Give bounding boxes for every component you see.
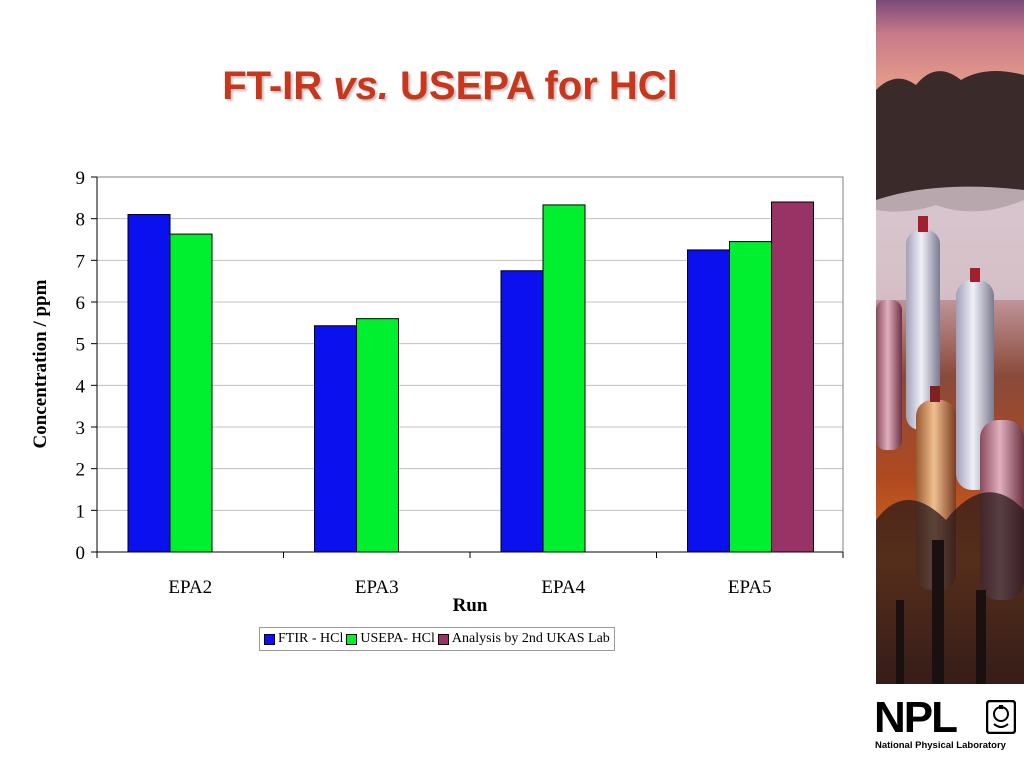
bar-epa2-series-0 (127, 214, 171, 553)
bar-chart: 0 1 2 3 4 5 6 7 8 9 EPA2 EPA3 EPA4 EPA5 Concentration… (30, 168, 844, 616)
legend-label-ftir: FTIR - HCl (278, 631, 344, 646)
title-vs: vs. (333, 64, 389, 108)
x-tick-label: EPA4 (541, 577, 585, 598)
chart-legend: FTIR - HCl USEPA- HCl Analysis by 2nd UK… (259, 627, 615, 651)
y-tick-label: 8 (76, 210, 86, 231)
legend-swatch-ftir (264, 633, 275, 645)
y-tick-label: 1 (76, 501, 86, 522)
title-rest: USEPA for HCl (388, 64, 678, 108)
legend-item-ukas: Analysis by 2nd UKAS Lab (437, 631, 610, 647)
y-tick-label: 7 (76, 251, 86, 272)
legend-item-ftir: FTIR - HCl (264, 631, 343, 647)
legend-swatch-usepa (346, 633, 358, 645)
y-tick-label: 9 (76, 168, 86, 189)
y-tick-label: 3 (76, 418, 86, 439)
bars (127, 201, 814, 553)
decorative-photo-strip (876, 0, 1024, 684)
y-tick-label: 2 (76, 460, 86, 481)
x-tick-label: EPA2 (168, 577, 212, 598)
slide-title: FT-IR vs. USEPA for HCl (0, 64, 900, 109)
npl-logo-subtitle: National Physical Laboratory (875, 740, 1006, 751)
bar-epa5-series-0 (687, 249, 730, 553)
legend-label-usepa: USEPA- HCl (360, 631, 435, 646)
bar-epa3-series-0 (314, 325, 357, 553)
bar-epa5-series-2 (771, 201, 814, 553)
bar-epa2-series-1 (169, 233, 213, 553)
legend-label-ukas: Analysis by 2nd UKAS Lab (451, 631, 610, 646)
bar-epa4-series-0 (500, 270, 544, 553)
x-tick-label: EPA5 (728, 577, 772, 598)
y-tick-label: 0 (76, 543, 86, 564)
legend-swatch-ukas (437, 633, 449, 645)
bar-epa3-series-1 (356, 318, 399, 553)
y-axis-label: Concentration / ppm (30, 279, 51, 448)
y-tick-label: 6 (76, 293, 86, 314)
bar-epa5-series-1 (729, 241, 772, 553)
y-tick-label: 4 (76, 376, 86, 397)
axes: 0 1 2 3 4 5 6 7 8 9 EPA2 EPA3 EPA4 EPA5 (76, 168, 844, 598)
legend-item-usepa: USEPA- HCl (346, 631, 435, 647)
x-axis-label: Run (453, 595, 488, 616)
bar-epa4-series-1 (542, 204, 586, 553)
x-tick-label: EPA3 (355, 577, 399, 598)
npl-logo-text: NPL (874, 693, 958, 742)
crest-icon (986, 700, 1016, 734)
y-tick-label: 5 (76, 335, 86, 356)
title-main: FT-IR (222, 64, 334, 108)
npl-logo: NPL National Physical Laboratory (874, 696, 1022, 756)
